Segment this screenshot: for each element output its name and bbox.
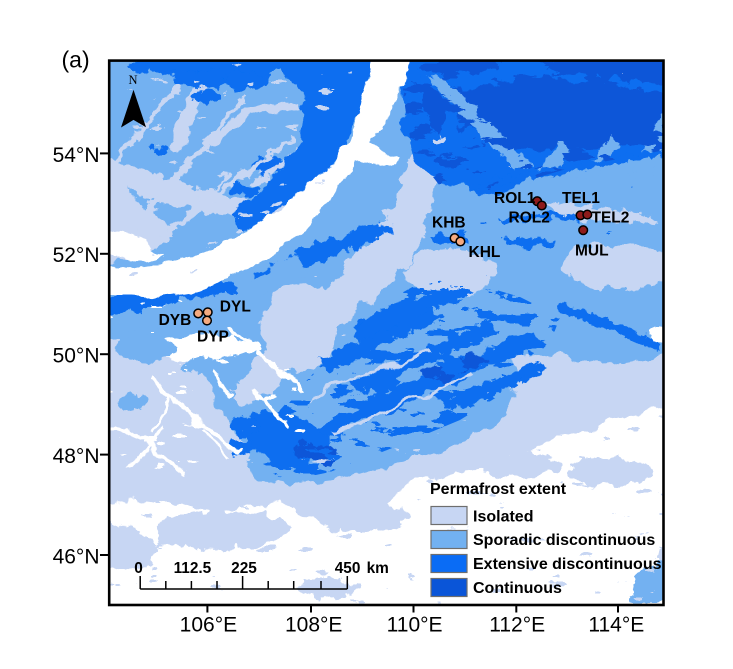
svg-text:54°N: 54°N xyxy=(53,144,100,167)
svg-text:114°E: 114°E xyxy=(588,614,644,637)
svg-text:48°N: 48°N xyxy=(53,445,100,468)
svg-text:(a): (a) xyxy=(62,47,90,73)
svg-text:Sporadic discontinuous: Sporadic discontinuous xyxy=(473,532,655,549)
svg-text:MUL: MUL xyxy=(575,242,609,259)
svg-text:KHL: KHL xyxy=(469,244,501,261)
svg-text:0: 0 xyxy=(134,560,143,577)
svg-text:ROL1: ROL1 xyxy=(494,190,536,207)
svg-text:112°E: 112°E xyxy=(489,614,545,637)
svg-text:Permafrost extent: Permafrost extent xyxy=(430,481,567,498)
svg-text:110°E: 110°E xyxy=(387,614,443,637)
svg-text:52°N: 52°N xyxy=(53,244,100,267)
svg-text:N: N xyxy=(128,73,137,87)
svg-text:DYL: DYL xyxy=(220,299,251,316)
svg-text:ROL2: ROL2 xyxy=(509,210,550,227)
svg-text:Continuous: Continuous xyxy=(473,580,562,597)
svg-text:112.5: 112.5 xyxy=(174,560,212,577)
svg-text:KHB: KHB xyxy=(432,215,466,232)
svg-text:46°N: 46°N xyxy=(53,545,100,568)
svg-text:DYP: DYP xyxy=(197,328,229,345)
svg-text:450: 450 xyxy=(335,560,361,577)
svg-text:225: 225 xyxy=(231,560,257,577)
svg-text:Isolated: Isolated xyxy=(473,509,533,526)
svg-text:Extensive discontinuous: Extensive discontinuous xyxy=(473,556,662,573)
svg-text:TEL2: TEL2 xyxy=(592,210,630,227)
svg-text:DYB: DYB xyxy=(159,312,192,329)
svg-text:108°E: 108°E xyxy=(285,614,342,637)
svg-text:106°E: 106°E xyxy=(180,614,237,637)
svg-text:50°N: 50°N xyxy=(53,345,100,368)
svg-text:km: km xyxy=(367,560,389,577)
svg-text:TEL1: TEL1 xyxy=(562,190,600,207)
